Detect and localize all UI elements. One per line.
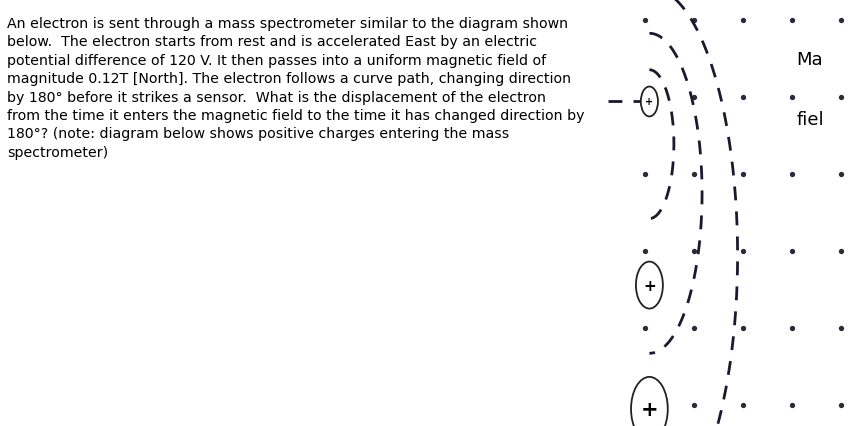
Text: +: +: [641, 399, 658, 419]
Text: +: +: [645, 97, 653, 107]
Text: An electron is sent through a mass spectrometer similar to the diagram shown
bel: An electron is sent through a mass spect…: [8, 17, 585, 159]
Circle shape: [641, 87, 658, 117]
Circle shape: [631, 377, 668, 426]
Text: +: +: [643, 278, 656, 293]
Text: Ma: Ma: [797, 51, 823, 69]
Text: fiel: fiel: [797, 111, 824, 129]
Circle shape: [636, 262, 663, 309]
